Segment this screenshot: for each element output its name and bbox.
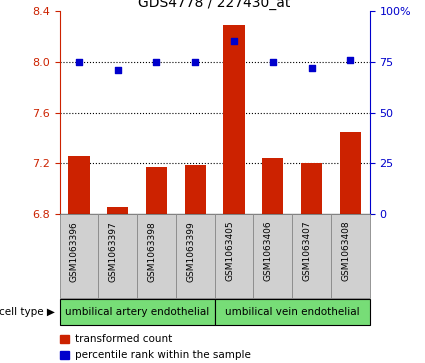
Point: [231, 38, 238, 44]
Bar: [60, 214, 98, 298]
Point: [76, 59, 82, 65]
Text: GSM1063399: GSM1063399: [186, 221, 195, 282]
Point: [347, 57, 354, 62]
Point: [192, 59, 198, 65]
Bar: [301, 163, 322, 214]
Text: percentile rank within the sample: percentile rank within the sample: [75, 350, 251, 360]
Text: umbilical vein endothelial: umbilical vein endothelial: [225, 307, 360, 317]
Bar: [60, 335, 69, 343]
Bar: [68, 156, 90, 214]
Point: [153, 59, 160, 65]
Text: umbilical artery endothelial: umbilical artery endothelial: [65, 307, 209, 317]
Bar: [98, 214, 137, 298]
Text: transformed count: transformed count: [75, 334, 172, 344]
Bar: [60, 299, 215, 325]
Bar: [292, 214, 331, 298]
Text: GSM1063407: GSM1063407: [303, 221, 312, 281]
Text: GSM1063396: GSM1063396: [70, 221, 79, 282]
Text: GSM1063408: GSM1063408: [341, 221, 350, 281]
Text: GSM1063406: GSM1063406: [264, 221, 273, 281]
Bar: [215, 299, 370, 325]
Bar: [107, 207, 128, 214]
Bar: [184, 164, 206, 214]
Bar: [146, 167, 167, 214]
Point: [114, 67, 121, 73]
Bar: [137, 214, 176, 298]
Title: GDS4778 / 227430_at: GDS4778 / 227430_at: [139, 0, 291, 10]
Bar: [224, 25, 245, 214]
Text: GSM1063398: GSM1063398: [147, 221, 156, 282]
Bar: [60, 351, 69, 359]
Point: [269, 59, 276, 65]
Text: cell type ▶: cell type ▶: [0, 307, 55, 317]
Text: GSM1063405: GSM1063405: [225, 221, 234, 281]
Bar: [331, 214, 370, 298]
Bar: [176, 214, 215, 298]
Bar: [262, 158, 283, 214]
Bar: [340, 131, 361, 214]
Bar: [215, 214, 253, 298]
Point: [308, 65, 315, 71]
Bar: [253, 214, 292, 298]
Text: GSM1063397: GSM1063397: [109, 221, 118, 282]
